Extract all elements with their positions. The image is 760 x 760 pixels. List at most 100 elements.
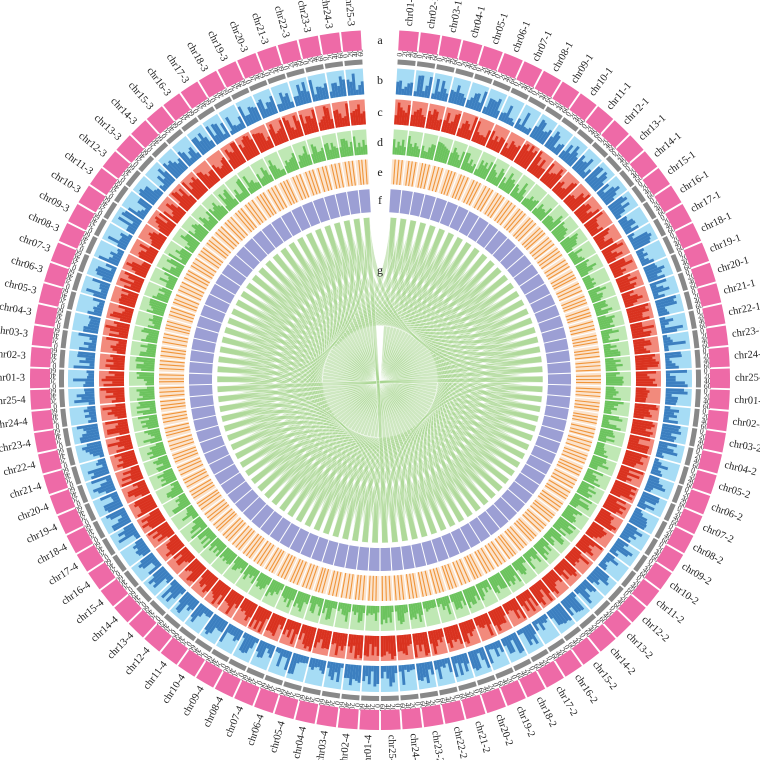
track-d-bar <box>518 557 524 564</box>
track-c-bar <box>111 399 125 403</box>
tick-label: 40 <box>215 88 227 99</box>
track-e-line <box>259 544 275 567</box>
track-e-line <box>385 575 387 601</box>
tick-label: 40 <box>64 271 74 282</box>
track-d-bar <box>594 447 607 454</box>
tick-label: 60 <box>55 305 64 315</box>
track-e-line <box>566 438 591 447</box>
track-d-bar <box>551 221 565 234</box>
track-d-bar <box>599 323 611 328</box>
track-c-bar <box>624 454 641 462</box>
track-c-bar <box>585 531 594 539</box>
track-b-bar <box>92 451 104 457</box>
chromosome-label: chr12-4 <box>123 645 153 677</box>
track-b-bar <box>607 196 624 209</box>
track-c-bar <box>599 509 615 521</box>
track-f-block <box>390 546 404 571</box>
chromosome-label: chr07-3 <box>17 233 51 255</box>
tick-band-chr03-2 <box>689 428 698 447</box>
track-f-blocks <box>188 189 572 571</box>
track-d-bar <box>522 554 536 570</box>
track-b-bar <box>88 373 95 376</box>
tick-label: 60 <box>317 698 327 707</box>
tick-label: 0 <box>293 692 303 698</box>
track-b-bar <box>124 527 137 537</box>
tick-label: 40 <box>233 79 244 90</box>
tick-label: 60 <box>469 61 480 71</box>
tick-label: 0 <box>702 346 707 355</box>
track-c-bar <box>604 500 621 511</box>
track-e-line <box>529 237 550 255</box>
track-b-bar <box>536 130 545 142</box>
track-d-bar <box>475 584 485 601</box>
track-d-bar <box>311 153 316 164</box>
tick-label: 60 <box>495 679 506 690</box>
track-c-bar <box>458 622 467 643</box>
track-b-bar <box>521 126 527 133</box>
track-c-bar <box>480 614 487 626</box>
tick-label: 0 <box>677 248 684 258</box>
track-c-bar <box>425 110 432 129</box>
track-c-bar <box>589 525 605 537</box>
track-c-bar <box>628 439 639 444</box>
track-e-line <box>561 453 585 464</box>
track-b-bar <box>90 416 97 421</box>
track-b-bar <box>591 570 609 586</box>
track-b-bar <box>613 208 626 218</box>
track-d-bar <box>533 203 544 216</box>
track-c-bar <box>303 626 313 649</box>
track-d-bar <box>581 480 595 489</box>
track-d-bar <box>175 266 183 272</box>
track-c-bar <box>334 632 341 656</box>
tick-label: 20 <box>147 611 159 623</box>
track-b-bar <box>475 102 481 112</box>
track-c-bar <box>618 471 628 478</box>
tick-label: 40 <box>481 685 492 695</box>
tick-band-chr16-2 <box>547 638 566 653</box>
track-c-bar <box>127 293 139 299</box>
track-b-bar <box>500 112 508 122</box>
tick-label: 20 <box>307 696 317 705</box>
track-c-bar <box>629 436 640 442</box>
track-d-bar <box>596 310 609 317</box>
tick-band-chr16-1 <box>642 201 657 220</box>
track-c-bar <box>494 136 504 153</box>
track-b-bar <box>204 615 220 635</box>
track-c-bar <box>630 428 653 436</box>
track-e-line <box>267 189 282 212</box>
track-d-bar <box>357 142 362 155</box>
tick-label: 60 <box>700 422 709 432</box>
track-d-bar <box>386 605 390 618</box>
track-b-bar <box>87 405 96 410</box>
track-c-bar <box>427 114 434 129</box>
track-b-bar <box>656 306 666 312</box>
karyotype-chr02-3 <box>30 346 52 368</box>
track-d-bar <box>298 154 305 168</box>
track-d-bar <box>147 430 161 436</box>
track-c-bar <box>392 635 397 657</box>
track-b-bar <box>138 197 153 209</box>
tick-label: 60 <box>221 664 233 675</box>
track-b-bar <box>625 224 639 235</box>
track-c-bar <box>341 117 346 127</box>
track-b-bar <box>141 548 151 557</box>
track-b-bar <box>203 607 210 615</box>
tick-label: 40 <box>502 73 513 84</box>
track-e-line <box>159 393 185 397</box>
tick-label: 40 <box>703 396 711 406</box>
track-c-bar <box>430 630 438 655</box>
track-d-bar <box>212 206 224 219</box>
chromosome-label: chr14-4 <box>89 614 121 645</box>
track-b-bar <box>418 662 424 681</box>
track-d-bar <box>325 600 332 620</box>
track-b-bar <box>564 596 579 613</box>
track-c-bar <box>473 617 479 626</box>
track-d-bar <box>503 179 513 192</box>
track-e-line <box>562 449 587 460</box>
track-d-bar <box>403 604 407 614</box>
track-e-line <box>417 163 424 188</box>
tick-label: 0 <box>52 361 56 370</box>
track-b-bar <box>265 101 274 116</box>
tick-band-chr04-3 <box>63 310 72 330</box>
tick-label: 0 <box>472 688 482 694</box>
